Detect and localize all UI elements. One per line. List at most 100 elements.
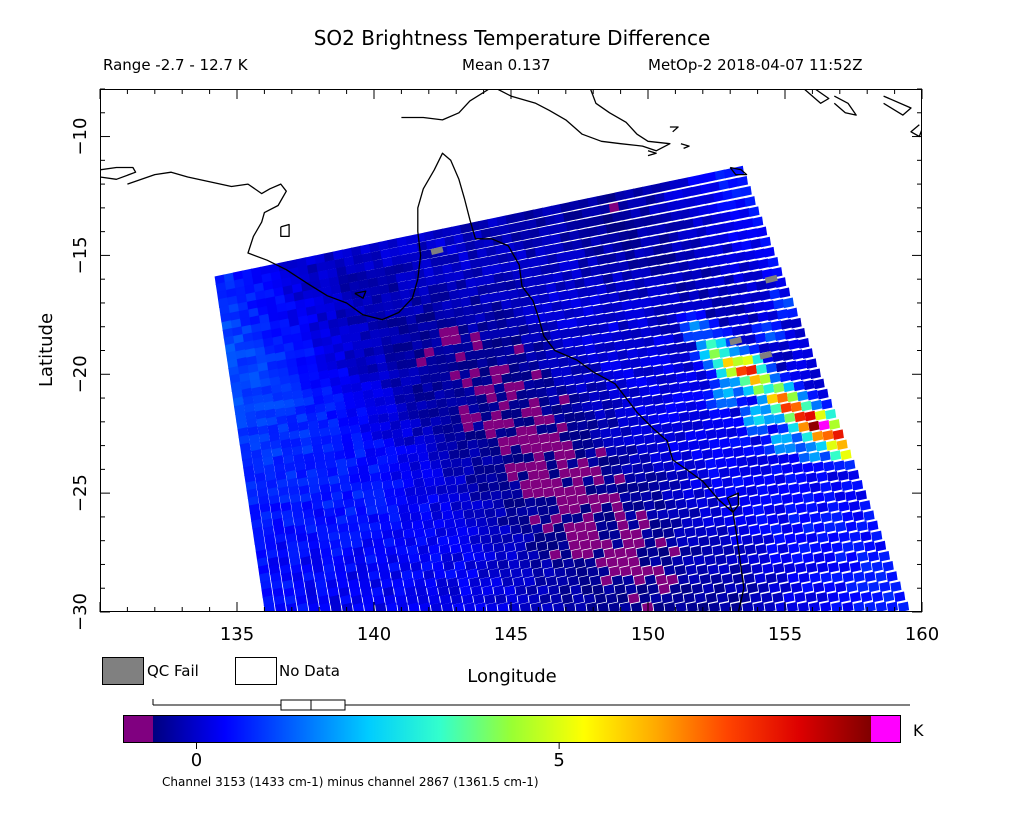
swath-pixel [417, 494, 429, 505]
swath-pixel [502, 453, 514, 465]
swath-pixel [310, 378, 322, 390]
swath-pixel [404, 392, 416, 404]
swath-pixel [373, 438, 385, 450]
swath-pixel [324, 401, 336, 413]
swath-pixel [420, 510, 433, 522]
swath-pixel [486, 516, 498, 527]
swath-pixel [444, 432, 456, 443]
swath-pixel [423, 346, 435, 358]
swath-pixel [430, 459, 442, 470]
swath-pixel [340, 538, 352, 550]
swath-pixel [426, 399, 438, 410]
colorbar-range-handle[interactable] [280, 699, 346, 711]
swath-pixel [353, 497, 366, 509]
swath-pixel [345, 457, 358, 468]
swath-pixel [328, 474, 340, 486]
swath-pixel [473, 593, 485, 605]
swath-pixel [441, 379, 454, 391]
swath-pixel [470, 412, 482, 423]
swath-pixel [431, 510, 443, 521]
swath-pixel [405, 536, 417, 548]
swath-pixel [417, 594, 429, 605]
swath-pixel [390, 520, 403, 532]
swath-pixel [406, 594, 418, 606]
swath-pixel [446, 440, 458, 452]
swath-pixel [460, 413, 472, 424]
swath-pixel [378, 370, 391, 381]
swath-pixel [454, 560, 466, 571]
swath-pixel [464, 430, 477, 441]
swath-pixel [386, 602, 398, 612]
swath-pixel [344, 399, 356, 411]
swath-pixel [341, 602, 353, 612]
swath-pixel [475, 429, 487, 441]
swath-pixel [436, 398, 448, 409]
swath-pixel [394, 536, 406, 548]
swath-pixel [320, 491, 333, 503]
swath-pixel [428, 544, 440, 555]
swath-pixel [446, 526, 458, 538]
swath-pixel [439, 543, 451, 555]
swath-pixel [352, 489, 364, 501]
colorbar-gradient [153, 715, 871, 743]
swath-pixel [408, 366, 420, 378]
swath-pixel [347, 365, 359, 377]
swath-pixel [504, 541, 516, 553]
swath-pixel [396, 495, 408, 506]
swath-pixel [441, 552, 453, 563]
swath-pixel [349, 373, 361, 385]
swath-pixel [484, 507, 496, 519]
swath-pixel [438, 449, 450, 461]
swath-pixel [452, 551, 464, 563]
swath-pixel [324, 352, 337, 363]
swath-pixel [442, 344, 455, 355]
swath-pixel [421, 338, 433, 350]
swath-pixel [493, 585, 505, 596]
swath-pixel [433, 345, 445, 357]
swath-pixel [390, 569, 402, 581]
swath-pixel [451, 378, 464, 390]
x-tick-label: 155 [768, 624, 802, 645]
swath-pixel [373, 345, 385, 356]
swath-pixel [387, 453, 399, 465]
swath-pixel [382, 386, 394, 398]
swath-pixel [499, 524, 511, 536]
swath-pixel [436, 441, 448, 453]
swath-pixel [412, 569, 424, 581]
swath-pixel [414, 391, 426, 403]
swath-pixel [393, 436, 405, 448]
swath-pixel [352, 339, 364, 351]
swath-pixel [467, 322, 479, 334]
swath-pixel [456, 568, 468, 580]
swath-pixel [436, 577, 448, 589]
swath-pixel [462, 551, 475, 563]
swath-pixel [446, 396, 458, 408]
swath-pixel [342, 546, 354, 558]
swath-pixel [401, 520, 413, 531]
swath-pixel [357, 364, 369, 376]
swath-pixel [442, 423, 454, 435]
swath-pixel [325, 458, 337, 470]
swath-pixel [369, 521, 381, 533]
swath-pixel [363, 439, 375, 450]
swath-pixel [458, 534, 471, 546]
swath-pixel [347, 465, 359, 476]
swath-pixel [370, 578, 382, 590]
swath-pixel [364, 397, 376, 408]
swath-pixel [469, 331, 482, 343]
swath-pixel [315, 459, 327, 471]
swath-pixel [414, 577, 426, 589]
swath-pixel [334, 350, 346, 362]
swath-pixel [321, 385, 333, 397]
swath-pixel [473, 464, 485, 476]
swath-pixel [486, 559, 498, 571]
swath-pixel [424, 390, 436, 402]
swath-pixel [410, 561, 422, 572]
swath-pixel [366, 405, 378, 417]
swath-pixel [469, 577, 481, 588]
swath-pixel [428, 594, 441, 605]
swath-pixel [507, 471, 519, 482]
swath-pixel [393, 586, 406, 597]
swath-pixel [495, 427, 507, 439]
